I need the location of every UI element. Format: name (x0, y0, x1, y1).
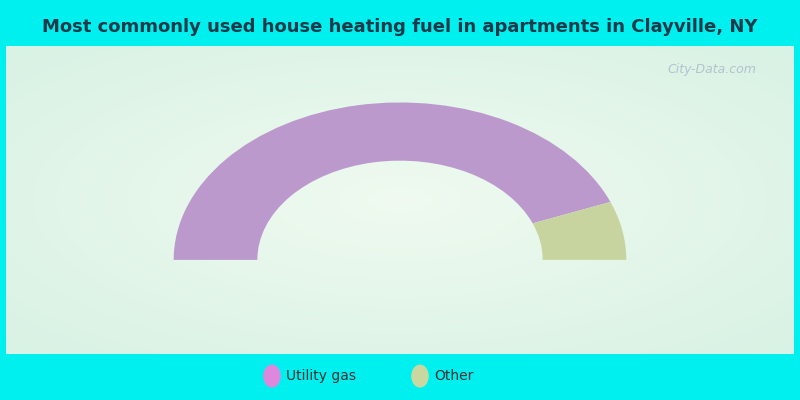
Ellipse shape (263, 364, 281, 388)
Ellipse shape (411, 364, 429, 388)
Text: Utility gas: Utility gas (286, 369, 357, 383)
Wedge shape (174, 102, 610, 260)
Text: Other: Other (434, 369, 474, 383)
Text: Most commonly used house heating fuel in apartments in Clayville, NY: Most commonly used house heating fuel in… (42, 18, 758, 36)
Wedge shape (533, 202, 626, 260)
Text: City-Data.com: City-Data.com (668, 63, 757, 76)
